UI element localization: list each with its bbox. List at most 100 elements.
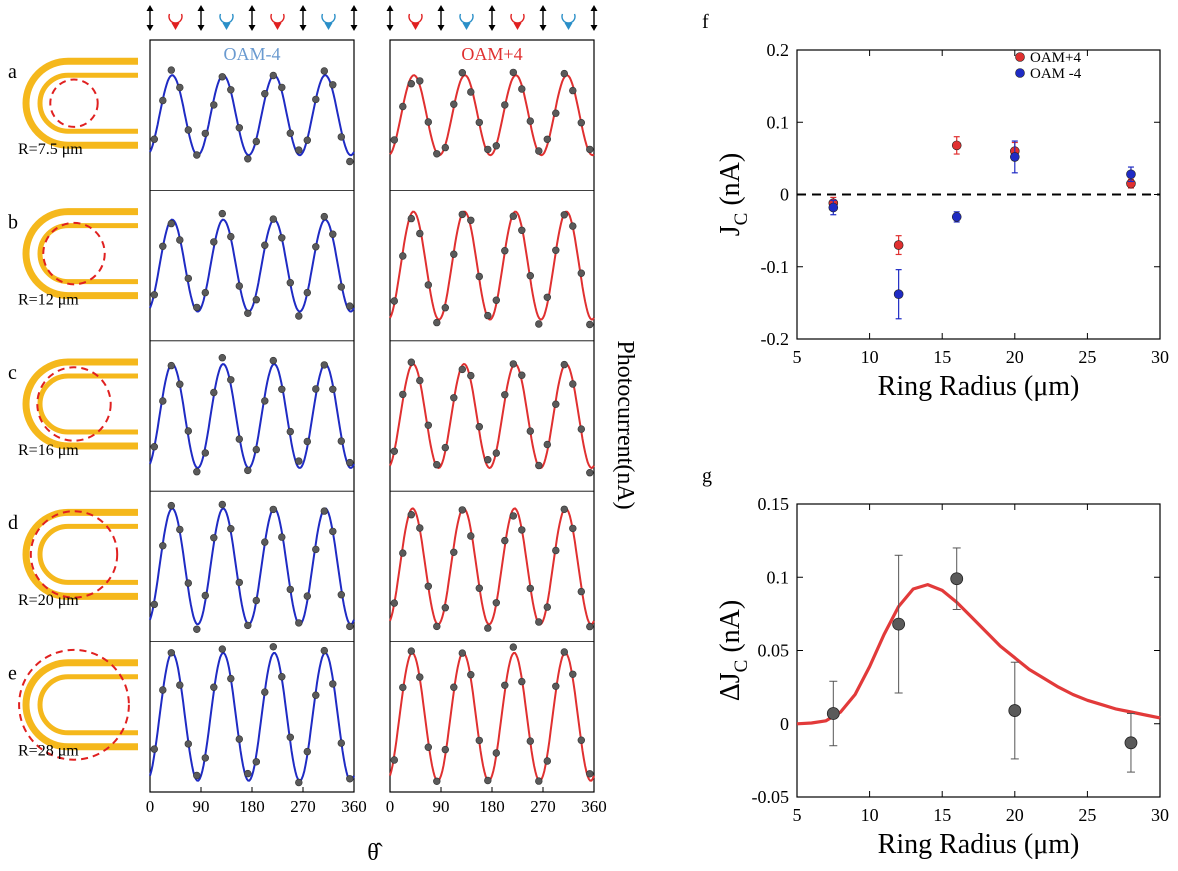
- radius-label: R=20 μm: [18, 592, 79, 609]
- x-tick-label: 25: [1078, 805, 1096, 825]
- data-point: [560, 648, 568, 656]
- data-point: [577, 736, 585, 744]
- arrowhead-icon: [222, 23, 231, 30]
- legend-marker: [1015, 52, 1025, 62]
- fit-curve: [389, 652, 595, 782]
- data-point: [312, 95, 320, 104]
- device-schematic: [22, 208, 138, 300]
- data-point: [337, 437, 345, 445]
- data-point: [286, 129, 294, 137]
- data-point: [433, 318, 441, 327]
- data-point: [577, 118, 585, 127]
- data-point: [416, 524, 424, 532]
- data-point: [218, 73, 227, 81]
- data-point: [509, 68, 517, 77]
- data-point: [193, 303, 201, 312]
- arrow-up-icon: [248, 5, 256, 11]
- arrow-down-icon: [197, 25, 205, 31]
- data-point: [269, 356, 277, 365]
- data-point: [586, 622, 594, 631]
- data-point: [416, 673, 424, 681]
- data-point: [329, 81, 337, 89]
- x-tick-label: 0: [146, 797, 155, 816]
- data-point: [167, 649, 176, 657]
- x-tick-label: 30: [1151, 805, 1169, 825]
- data-point: [526, 584, 534, 593]
- data-point: [492, 599, 500, 607]
- data-point: [346, 302, 354, 310]
- chart-g: 5 10 15 20 25 30 -0.05 0 0.05 0.1 0.15 Ring Radius …: [702, 465, 1169, 860]
- data-point: [320, 646, 328, 655]
- fit-curve: [389, 362, 595, 470]
- data-point: [218, 354, 227, 362]
- arrow-up-icon: [146, 5, 154, 11]
- data-point: [320, 212, 328, 221]
- data-point: [450, 394, 458, 402]
- data-point: [501, 101, 509, 109]
- y-tick-label: 0.15: [758, 494, 790, 514]
- fit-curve: [389, 507, 595, 626]
- data-point: [193, 771, 201, 780]
- ring-beam-icon: [36, 366, 112, 442]
- data-point: [484, 624, 492, 632]
- circular-polarization-icon: [510, 13, 525, 24]
- data-point: [227, 674, 235, 683]
- arrow-down-icon: [539, 25, 547, 31]
- data-point: [346, 622, 354, 631]
- data-point: [269, 505, 277, 514]
- data-point: [184, 579, 193, 587]
- fit-curve: [149, 218, 355, 313]
- arrowhead-icon: [324, 23, 333, 30]
- data-point: [433, 777, 441, 785]
- circular-polarization-icon: [168, 13, 183, 24]
- data-point: [433, 461, 441, 469]
- data-point: [560, 360, 568, 369]
- data-point: [501, 681, 509, 689]
- data-point: [346, 775, 354, 783]
- panel-letter: f: [702, 11, 709, 33]
- data-point: [201, 288, 210, 297]
- arrow-down-icon: [248, 25, 256, 31]
- data-point: [569, 86, 577, 95]
- data-point: [159, 397, 167, 405]
- data-point: [312, 385, 320, 393]
- data-point: [475, 584, 483, 592]
- electrode-icon: [37, 223, 138, 285]
- device-schematic: [22, 358, 138, 450]
- data-point: [167, 66, 176, 74]
- data-point: [235, 578, 244, 587]
- x-tick-label: 270: [290, 797, 316, 816]
- x-tick-label: 90: [433, 797, 450, 816]
- data-point: [518, 226, 526, 235]
- data-point: [586, 469, 594, 477]
- data-point: [828, 202, 839, 213]
- data-point: [560, 505, 568, 513]
- data-point: [252, 296, 260, 304]
- data-point: [433, 622, 441, 631]
- data-point: [526, 427, 534, 435]
- data-point: [286, 279, 294, 287]
- circular-polarization-icon: [408, 13, 423, 24]
- data-point: [492, 449, 500, 457]
- x-tick-label: 15: [933, 347, 951, 367]
- data-point: [501, 247, 509, 255]
- arrowhead-icon: [171, 23, 180, 30]
- data-point: [577, 425, 585, 433]
- data-point: [416, 376, 424, 385]
- data-point: [329, 230, 337, 238]
- circular-polarization-icon: [219, 13, 234, 24]
- data-point: [458, 506, 466, 514]
- data-point: [399, 252, 407, 260]
- electrode-icon: [22, 208, 138, 300]
- data-point: [390, 756, 398, 764]
- data-point: [475, 736, 483, 745]
- legend-label: OAM+4: [1030, 50, 1081, 66]
- data-point: [159, 96, 167, 105]
- y-tick-label: 0.2: [767, 40, 790, 60]
- data-point: [399, 390, 407, 399]
- data-point: [210, 388, 218, 397]
- data-point: [441, 745, 449, 754]
- data-point: [586, 770, 594, 778]
- data-point: [535, 777, 543, 785]
- arrow-down-icon: [299, 25, 307, 31]
